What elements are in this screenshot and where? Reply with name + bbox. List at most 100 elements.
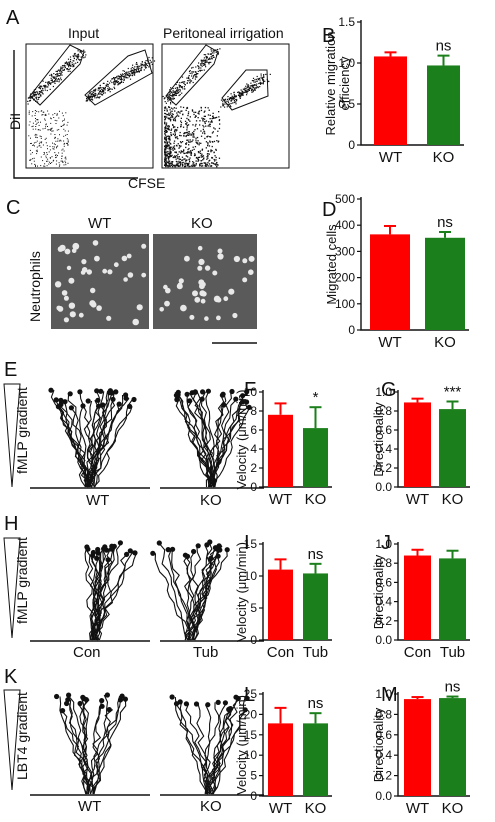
- flow-dot: [197, 151, 200, 153]
- flow-dot: [212, 56, 214, 58]
- flow-dot: [213, 127, 215, 129]
- flow-dot: [39, 86, 41, 88]
- neutrophil-cell: [126, 253, 132, 259]
- flow-dot: [52, 85, 54, 88]
- panel-label-l: L: [244, 684, 255, 706]
- flow-dot: [118, 82, 120, 84]
- flow-dot: [125, 72, 127, 74]
- flow-dot: [184, 158, 186, 160]
- flow-dot: [179, 89, 181, 91]
- flow-dot: [62, 161, 64, 163]
- flow-dot: [63, 145, 65, 147]
- flow-dot: [187, 114, 189, 117]
- flow-dot: [214, 128, 216, 130]
- flow-dot: [181, 159, 183, 161]
- flow-dot: [186, 152, 188, 154]
- flow-dot: [164, 112, 166, 115]
- flow-dot: [252, 86, 255, 88]
- flow-dot: [38, 111, 40, 113]
- flow-dot: [189, 161, 191, 163]
- cell-track: [61, 710, 95, 795]
- flow-dot: [153, 60, 156, 62]
- flow-dot: [56, 75, 58, 77]
- flow-dot: [178, 156, 180, 158]
- flow-dot: [89, 91, 91, 93]
- neutrophil-cell: [61, 290, 68, 296]
- flow-dot: [151, 63, 153, 65]
- tracks-e-left-label: WT: [86, 492, 109, 509]
- track-end-dot: [183, 701, 189, 707]
- flow-dot: [268, 80, 270, 83]
- flow-dot: [259, 81, 261, 83]
- track-end-dot: [58, 397, 64, 403]
- flow-dot: [71, 64, 74, 66]
- flow-dot: [98, 97, 100, 99]
- track-end-dot: [99, 698, 105, 704]
- flow-dot: [138, 71, 140, 73]
- flow-dot: [203, 126, 205, 128]
- flow-dot: [241, 94, 243, 96]
- flow-dot: [231, 99, 233, 101]
- flow-dot: [166, 131, 168, 133]
- flow-dot: [173, 93, 175, 95]
- flow-dot: [40, 121, 41, 123]
- flow-dot: [180, 152, 182, 154]
- cell-track: [84, 546, 95, 641]
- flow-dot: [31, 115, 33, 117]
- flow-dot: [168, 99, 170, 101]
- flow-dot: [107, 88, 109, 90]
- flow-dot: [176, 165, 178, 167]
- flow-dot: [143, 64, 146, 66]
- flow-dot: [164, 164, 166, 166]
- flow-dot: [36, 90, 38, 93]
- flow-dot: [174, 129, 176, 131]
- flow-dot: [60, 68, 62, 70]
- flow-dot: [230, 100, 232, 102]
- flow-dot: [202, 165, 204, 167]
- flow-dot: [164, 116, 166, 118]
- neutrophil-cell: [123, 277, 128, 282]
- flow-dot: [209, 140, 211, 142]
- flow-dot: [45, 123, 47, 125]
- flow-dot: [28, 135, 30, 137]
- y-tick-label: 0: [348, 323, 355, 337]
- flow-dot: [114, 87, 116, 90]
- flow-dot: [195, 139, 197, 141]
- track-end-dot: [101, 546, 107, 552]
- flow-dot: [133, 73, 135, 75]
- flow-dot: [195, 164, 197, 166]
- flow-dot: [81, 52, 83, 54]
- flow-dot: [171, 165, 174, 168]
- flow-dot: [179, 112, 181, 114]
- flow-dot: [138, 70, 140, 72]
- flow-dot: [167, 128, 170, 131]
- flow-dot: [125, 77, 127, 79]
- track-end-dot: [205, 702, 211, 708]
- flow-dot: [148, 56, 150, 59]
- flow-dot: [240, 89, 242, 91]
- flow-dot: [36, 96, 38, 98]
- flow-dot: [168, 106, 170, 108]
- flow-dot: [45, 124, 47, 126]
- flow-dot: [52, 146, 54, 148]
- flow-dot: [187, 77, 189, 79]
- flow-dot: [167, 98, 169, 100]
- flow-dot: [89, 96, 91, 98]
- track-end-dot: [104, 692, 110, 698]
- flow-dot: [169, 137, 171, 139]
- flow-dot: [204, 62, 206, 64]
- flow-dot: [258, 79, 260, 81]
- flow-dot: [208, 160, 210, 162]
- flow-dot: [95, 89, 97, 91]
- flow-dot: [206, 165, 208, 167]
- flow-dot: [207, 155, 209, 157]
- flow-dot: [186, 139, 188, 141]
- y-tick-label: 4: [250, 442, 257, 456]
- flow-dot: [31, 163, 33, 165]
- track-end-dot: [200, 389, 206, 395]
- flow-dot: [165, 165, 167, 167]
- flow-dot: [116, 77, 118, 79]
- micrograph-wt: [51, 234, 149, 329]
- cell-track: [203, 704, 212, 795]
- flow-dot: [182, 126, 185, 128]
